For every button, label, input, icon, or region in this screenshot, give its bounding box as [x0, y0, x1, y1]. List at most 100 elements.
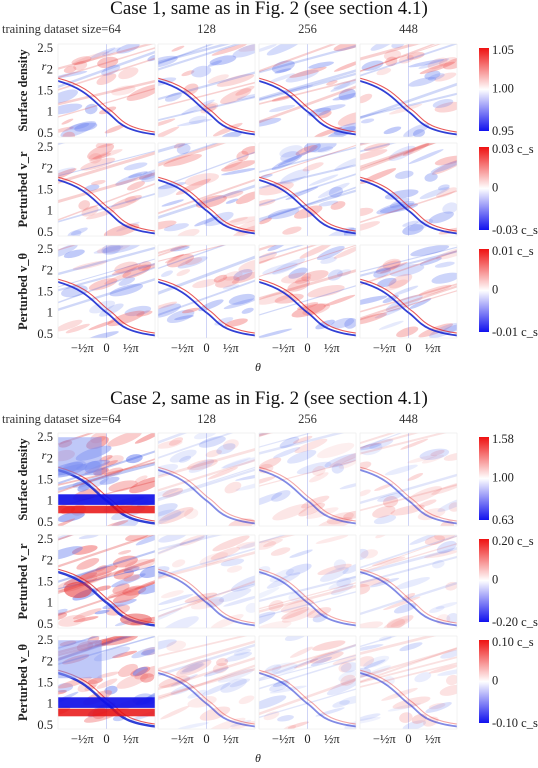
noise-patch — [111, 85, 136, 96]
noise-patch — [267, 208, 300, 220]
wake-streak — [360, 636, 437, 656]
noise-patch — [123, 566, 140, 574]
wake-streak — [259, 78, 356, 105]
noise-patch — [309, 651, 344, 664]
spiral-wake-pos — [158, 466, 255, 522]
noise-patch — [406, 51, 425, 60]
noise-patch — [280, 169, 310, 185]
noise-patch — [160, 705, 190, 720]
noise-patch — [223, 298, 255, 310]
noise-patch — [223, 190, 244, 199]
noise-patch — [330, 75, 356, 92]
row-label: Surface density — [16, 438, 30, 521]
noise-patch — [326, 677, 356, 696]
noise-patch — [268, 104, 296, 113]
noise-patch — [387, 703, 421, 712]
colorbar — [479, 48, 489, 131]
noise-patch — [388, 145, 416, 162]
noise-patch — [259, 611, 276, 627]
noise-patch — [303, 143, 321, 153]
noise-patch — [192, 279, 218, 289]
noise-patch — [176, 659, 212, 677]
noise-patch — [123, 162, 148, 171]
y-tick-label: 2.5 — [37, 633, 53, 647]
noise-patch — [171, 559, 186, 568]
wake-streak — [58, 79, 155, 106]
x-tick-label: ½π — [425, 732, 441, 746]
noise-patch — [291, 303, 326, 318]
wake-streak — [158, 656, 255, 691]
noise-patch — [371, 556, 406, 567]
noise-patch — [439, 684, 457, 696]
wake-streak — [58, 172, 155, 204]
panel-content — [158, 535, 255, 628]
noise-patch — [413, 129, 425, 137]
noise-patch — [332, 651, 356, 666]
noise-patch — [392, 696, 431, 709]
noise-patch — [330, 317, 355, 329]
panel-1-2-4 — [359, 142, 458, 237]
panel-background — [158, 433, 255, 526]
noise-patch — [443, 57, 457, 70]
noise-patch — [179, 662, 204, 675]
noise-patch — [158, 542, 186, 557]
noise-patch — [438, 227, 457, 235]
y-tick-label: 0.5 — [37, 617, 53, 631]
noise-patch — [184, 173, 220, 186]
noise-patch — [241, 145, 255, 155]
noise-patch — [209, 55, 237, 66]
noise-patch — [293, 435, 313, 444]
noise-patch — [277, 150, 311, 166]
noise-patch — [109, 283, 144, 297]
noise-patch — [138, 583, 155, 595]
spiral-wake — [58, 80, 155, 136]
noise-patch — [223, 595, 255, 607]
wake-streak — [259, 433, 345, 455]
noise-patch — [164, 253, 185, 264]
noise-patch — [338, 457, 356, 469]
noise-patch — [216, 443, 236, 455]
noise-patch — [259, 695, 287, 710]
section-1: Case 1, same as in Fig. 2 (see section 4… — [2, 0, 538, 374]
noise-patch — [336, 577, 352, 588]
noise-patch — [308, 472, 329, 483]
noise-patch — [124, 559, 155, 571]
panel-background — [259, 143, 356, 236]
noise-patch — [231, 270, 255, 284]
wake-streak — [158, 143, 194, 153]
panel-frame — [157, 142, 256, 237]
noise-patch — [142, 647, 155, 656]
noise-patch — [333, 44, 356, 52]
noise-patch — [222, 457, 255, 469]
wake-streak — [259, 584, 356, 613]
noise-patch — [326, 80, 338, 86]
wake-streak — [360, 283, 457, 313]
noise-patch — [382, 294, 399, 304]
colorbar-max-label: 0.03 c_s — [492, 142, 534, 156]
noise-patch — [419, 187, 450, 200]
noise-patch — [236, 541, 255, 549]
noise-patch — [87, 677, 103, 685]
wake-streak — [58, 535, 155, 568]
panel-background — [58, 44, 155, 137]
noise-patch — [343, 510, 356, 520]
panel-content — [158, 433, 255, 526]
noise-patch — [58, 245, 78, 258]
noise-patch — [182, 307, 200, 314]
noise-patch — [199, 706, 231, 721]
wake-streak — [360, 250, 457, 286]
noise-patch — [216, 73, 255, 87]
wake-streak — [259, 189, 356, 221]
spiral-wake-pos — [360, 466, 457, 522]
wake-streak — [158, 178, 255, 215]
band-negative — [58, 697, 155, 708]
noise-patch — [437, 496, 457, 512]
noise-patch — [205, 449, 222, 458]
noise-patch — [118, 277, 136, 286]
noise-patch — [195, 195, 227, 209]
spiral-wake — [158, 80, 255, 136]
wake-streak — [58, 450, 155, 485]
noise-patch — [316, 245, 345, 261]
spiral-wake-pos — [259, 278, 356, 334]
wake-streak — [158, 245, 192, 257]
